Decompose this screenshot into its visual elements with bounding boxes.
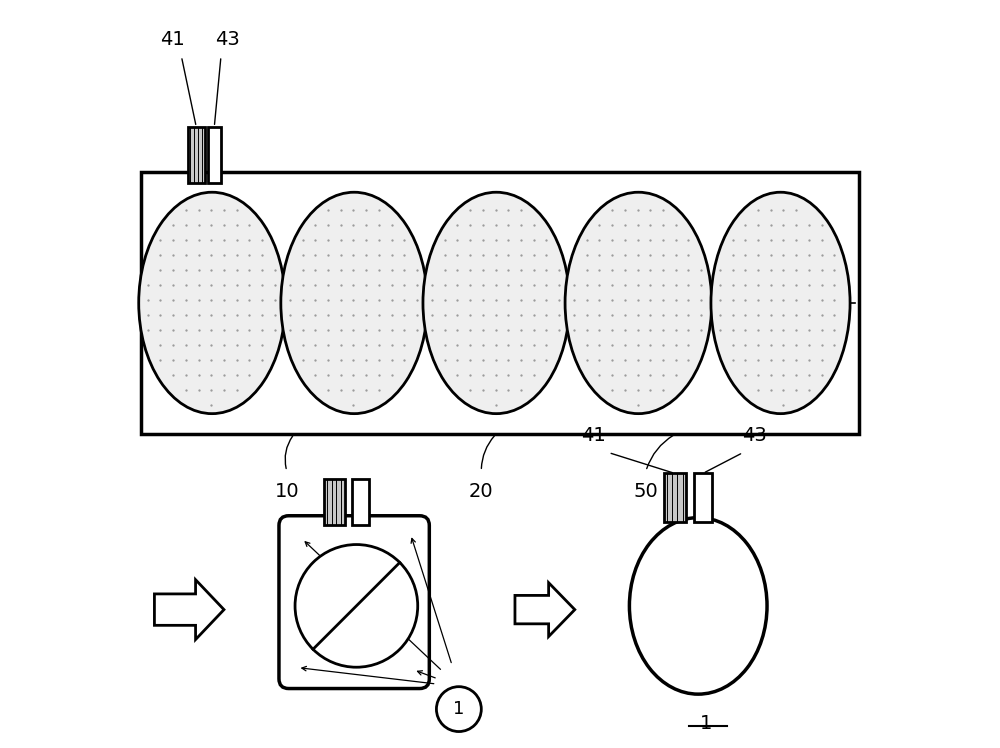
Ellipse shape (281, 192, 427, 414)
Ellipse shape (565, 192, 712, 414)
Bar (664, 473, 686, 522)
Text: 41: 41 (160, 30, 185, 49)
Bar (188, 127, 205, 183)
Text: 10: 10 (275, 482, 299, 501)
Text: 41: 41 (581, 426, 606, 445)
Text: 43: 43 (215, 30, 239, 49)
Text: 1: 1 (453, 700, 465, 718)
Ellipse shape (629, 518, 767, 694)
Text: 20: 20 (469, 482, 494, 501)
Text: 50: 50 (633, 482, 658, 501)
Circle shape (436, 687, 481, 732)
FancyBboxPatch shape (279, 516, 429, 688)
Ellipse shape (423, 192, 570, 414)
Bar (324, 479, 345, 525)
Circle shape (295, 545, 418, 667)
Text: 1: 1 (700, 714, 712, 733)
Ellipse shape (711, 192, 850, 414)
Bar (208, 127, 221, 183)
Bar (694, 473, 712, 522)
Bar (141, 172, 859, 434)
Bar (352, 479, 369, 525)
Polygon shape (515, 583, 575, 637)
Text: 43: 43 (742, 426, 767, 445)
Ellipse shape (139, 192, 285, 414)
Polygon shape (154, 580, 224, 640)
